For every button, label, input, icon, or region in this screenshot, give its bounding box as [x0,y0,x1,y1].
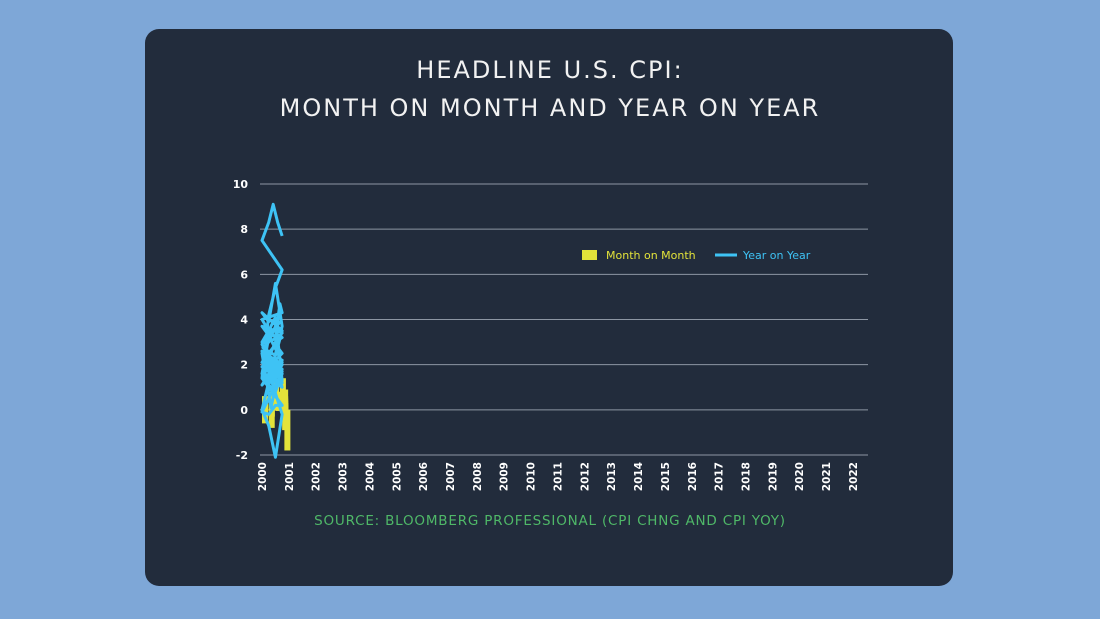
x-tick-label: 2002 [311,462,323,491]
chart-source: SOURCE: BLOOMBERG PROFESSIONAL (CPI CHNG… [314,513,786,529]
mom-bar [275,409,282,411]
legend-label-yoy: Year on Year [742,249,811,262]
x-tick-label: 2021 [821,462,833,491]
y-tick-label: 0 [240,404,248,417]
mom-bar [282,389,289,410]
chart-subtitle: MONTH ON MONTH AND YEAR ON YEAR [279,94,821,122]
x-tick-label: 2020 [794,462,806,491]
y-tick-label: 2 [240,359,248,372]
x-tick-label: 2014 [633,462,645,491]
mom-bar [282,409,289,413]
x-tick-label: 2010 [526,462,538,491]
x-tick-label: 2018 [740,462,752,491]
x-tick-label: 2004 [364,462,376,491]
x-tick-label: 2005 [391,462,403,491]
x-tick-label: 2008 [472,462,484,491]
x-tick-label: 2015 [660,462,672,491]
mom-bar [268,409,275,428]
chart-title: HEADLINE U.S. CPI: [416,56,684,84]
mom-bar [262,409,268,411]
y-tick-label: 4 [240,314,248,327]
x-tick-label: 2012 [579,462,591,491]
x-tick-label: 2006 [418,462,430,491]
x-tick-label: 2000 [257,462,269,491]
mom-bar [284,409,291,451]
x-tick-label: 2017 [714,462,726,491]
x-tick-label: 2019 [767,462,779,491]
yoy-line [260,202,284,459]
x-tick-label: 2007 [445,462,457,491]
x-tick-label: 2011 [552,462,564,491]
x-tick-label: 2022 [848,462,860,491]
legend-swatch-mom [582,250,597,260]
x-tick-label: 2016 [687,462,699,491]
y-tick-label: 6 [240,268,248,281]
x-tick-label: 2013 [606,462,618,491]
x-tick-label: 2001 [284,462,296,491]
mom-bar [282,400,289,410]
x-tick-label: 2003 [338,462,350,491]
y-tick-label: 10 [233,178,249,191]
y-tick-label: 8 [240,223,248,236]
y-tick-label: -2 [236,449,248,462]
legend-label-mom: Month on Month [606,249,696,262]
x-tick-label: 2009 [499,462,511,491]
